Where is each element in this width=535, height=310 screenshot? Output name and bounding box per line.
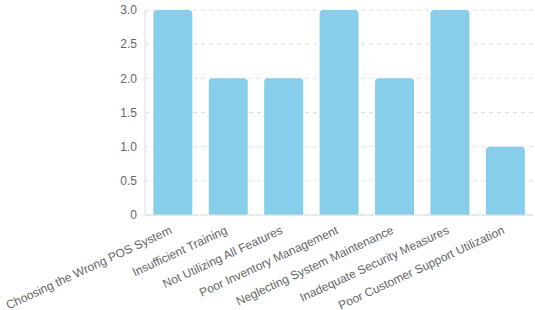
svg-text:Not Utilizing All Features: Not Utilizing All Features	[160, 223, 285, 291]
svg-text:3.0: 3.0	[120, 3, 137, 17]
svg-text:0: 0	[130, 208, 137, 222]
svg-text:Insufficient Training: Insufficient Training	[130, 223, 230, 280]
svg-text:2.0: 2.0	[120, 72, 137, 86]
svg-text:Poor Inventory Management: Poor Inventory Management	[197, 223, 341, 300]
svg-text:1.0: 1.0	[120, 140, 137, 154]
svg-text:Poor Customer Support Utilizat: Poor Customer Support Utilization	[336, 223, 506, 310]
svg-text:2.5: 2.5	[120, 37, 137, 51]
svg-text:Inadequate Security Measures: Inadequate Security Measures	[297, 223, 452, 305]
svg-text:0.5: 0.5	[120, 174, 137, 188]
svg-text:Neglecting System Maintenance: Neglecting System Maintenance	[233, 223, 396, 309]
svg-text:1.5: 1.5	[120, 106, 137, 120]
